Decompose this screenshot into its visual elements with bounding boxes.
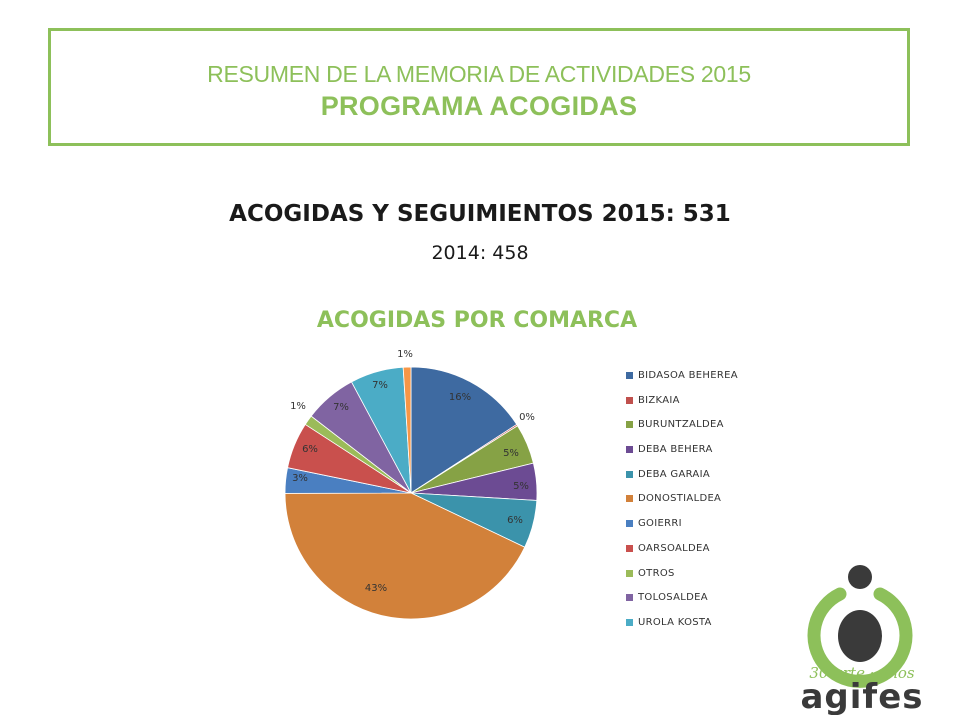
agifes-logo: 30 urte · años agifes — [800, 565, 923, 715]
logo-center — [838, 610, 882, 662]
legend-label: DEBA GARAIA — [638, 468, 710, 480]
legend-label: GOIERRI — [638, 518, 682, 530]
header-title: PROGRAMA ACOGIDAS — [320, 91, 638, 121]
legend-label: UROLA KOSTA — [638, 616, 712, 628]
pie-data-label: 16% — [449, 392, 471, 403]
legend-label: BIDASOA BEHEREA — [638, 370, 738, 381]
pie-data-label: 0% — [519, 412, 535, 423]
pie-data-label: 43% — [365, 583, 387, 594]
chart-title: ACOGIDAS POR COMARCA — [316, 308, 638, 333]
logo-ring — [807, 587, 913, 688]
pie-data-label: 3% — [292, 473, 308, 484]
header-subtitle: RESUMEN DE LA MEMORIA DE ACTIVIDADES 201… — [207, 61, 751, 87]
logo-tagline: 30 urte · años — [809, 664, 915, 682]
legend-swatch — [626, 594, 633, 602]
header-box: RESUMEN DE LA MEMORIA DE ACTIVIDADES 201… — [48, 28, 910, 146]
legend-swatch — [626, 421, 633, 429]
legend-label: OARSOALDEA — [638, 542, 710, 554]
logo-dot — [848, 565, 872, 589]
legend-label: BIZKAIA — [638, 394, 680, 406]
legend-swatch — [626, 446, 633, 454]
legend-swatch — [626, 544, 633, 552]
pie-data-label: 1% — [397, 349, 413, 360]
pie-slice-12 — [402, 366, 412, 494]
legend-swatch — [626, 569, 633, 577]
legend-label: TOLOSALDEA — [638, 592, 708, 604]
main-title: ACOGIDAS Y SEGUIMIENTOS 2015: 531 — [229, 201, 731, 227]
logo-name: agifes — [800, 677, 923, 715]
pie-data-label: 6% — [302, 444, 318, 455]
legend-swatch — [626, 520, 633, 528]
pie-slice-1 — [410, 366, 518, 494]
pie-data-label: 5% — [503, 448, 519, 459]
pie-slice-6 — [284, 492, 526, 620]
sub-title: 2014: 458 — [431, 242, 529, 264]
legend-swatch — [626, 618, 633, 626]
legend-swatch — [626, 372, 633, 379]
pie-data-label: 7% — [333, 402, 349, 413]
legend-swatch — [626, 396, 633, 404]
pie-data-label: 6% — [507, 515, 523, 526]
legend-swatch — [626, 495, 633, 503]
legend-swatch — [626, 470, 633, 478]
legend-label: BURUNTZALDEA — [638, 419, 724, 431]
legend-label: OTROS — [638, 567, 675, 579]
pie-data-label: 1% — [290, 401, 306, 412]
pie-data-label: 7% — [372, 380, 388, 391]
legend-label: DEBA BEHERA — [638, 444, 713, 456]
legend-label: DONOSTIALDEA — [638, 493, 722, 505]
pie-data-label: 5% — [513, 481, 529, 492]
